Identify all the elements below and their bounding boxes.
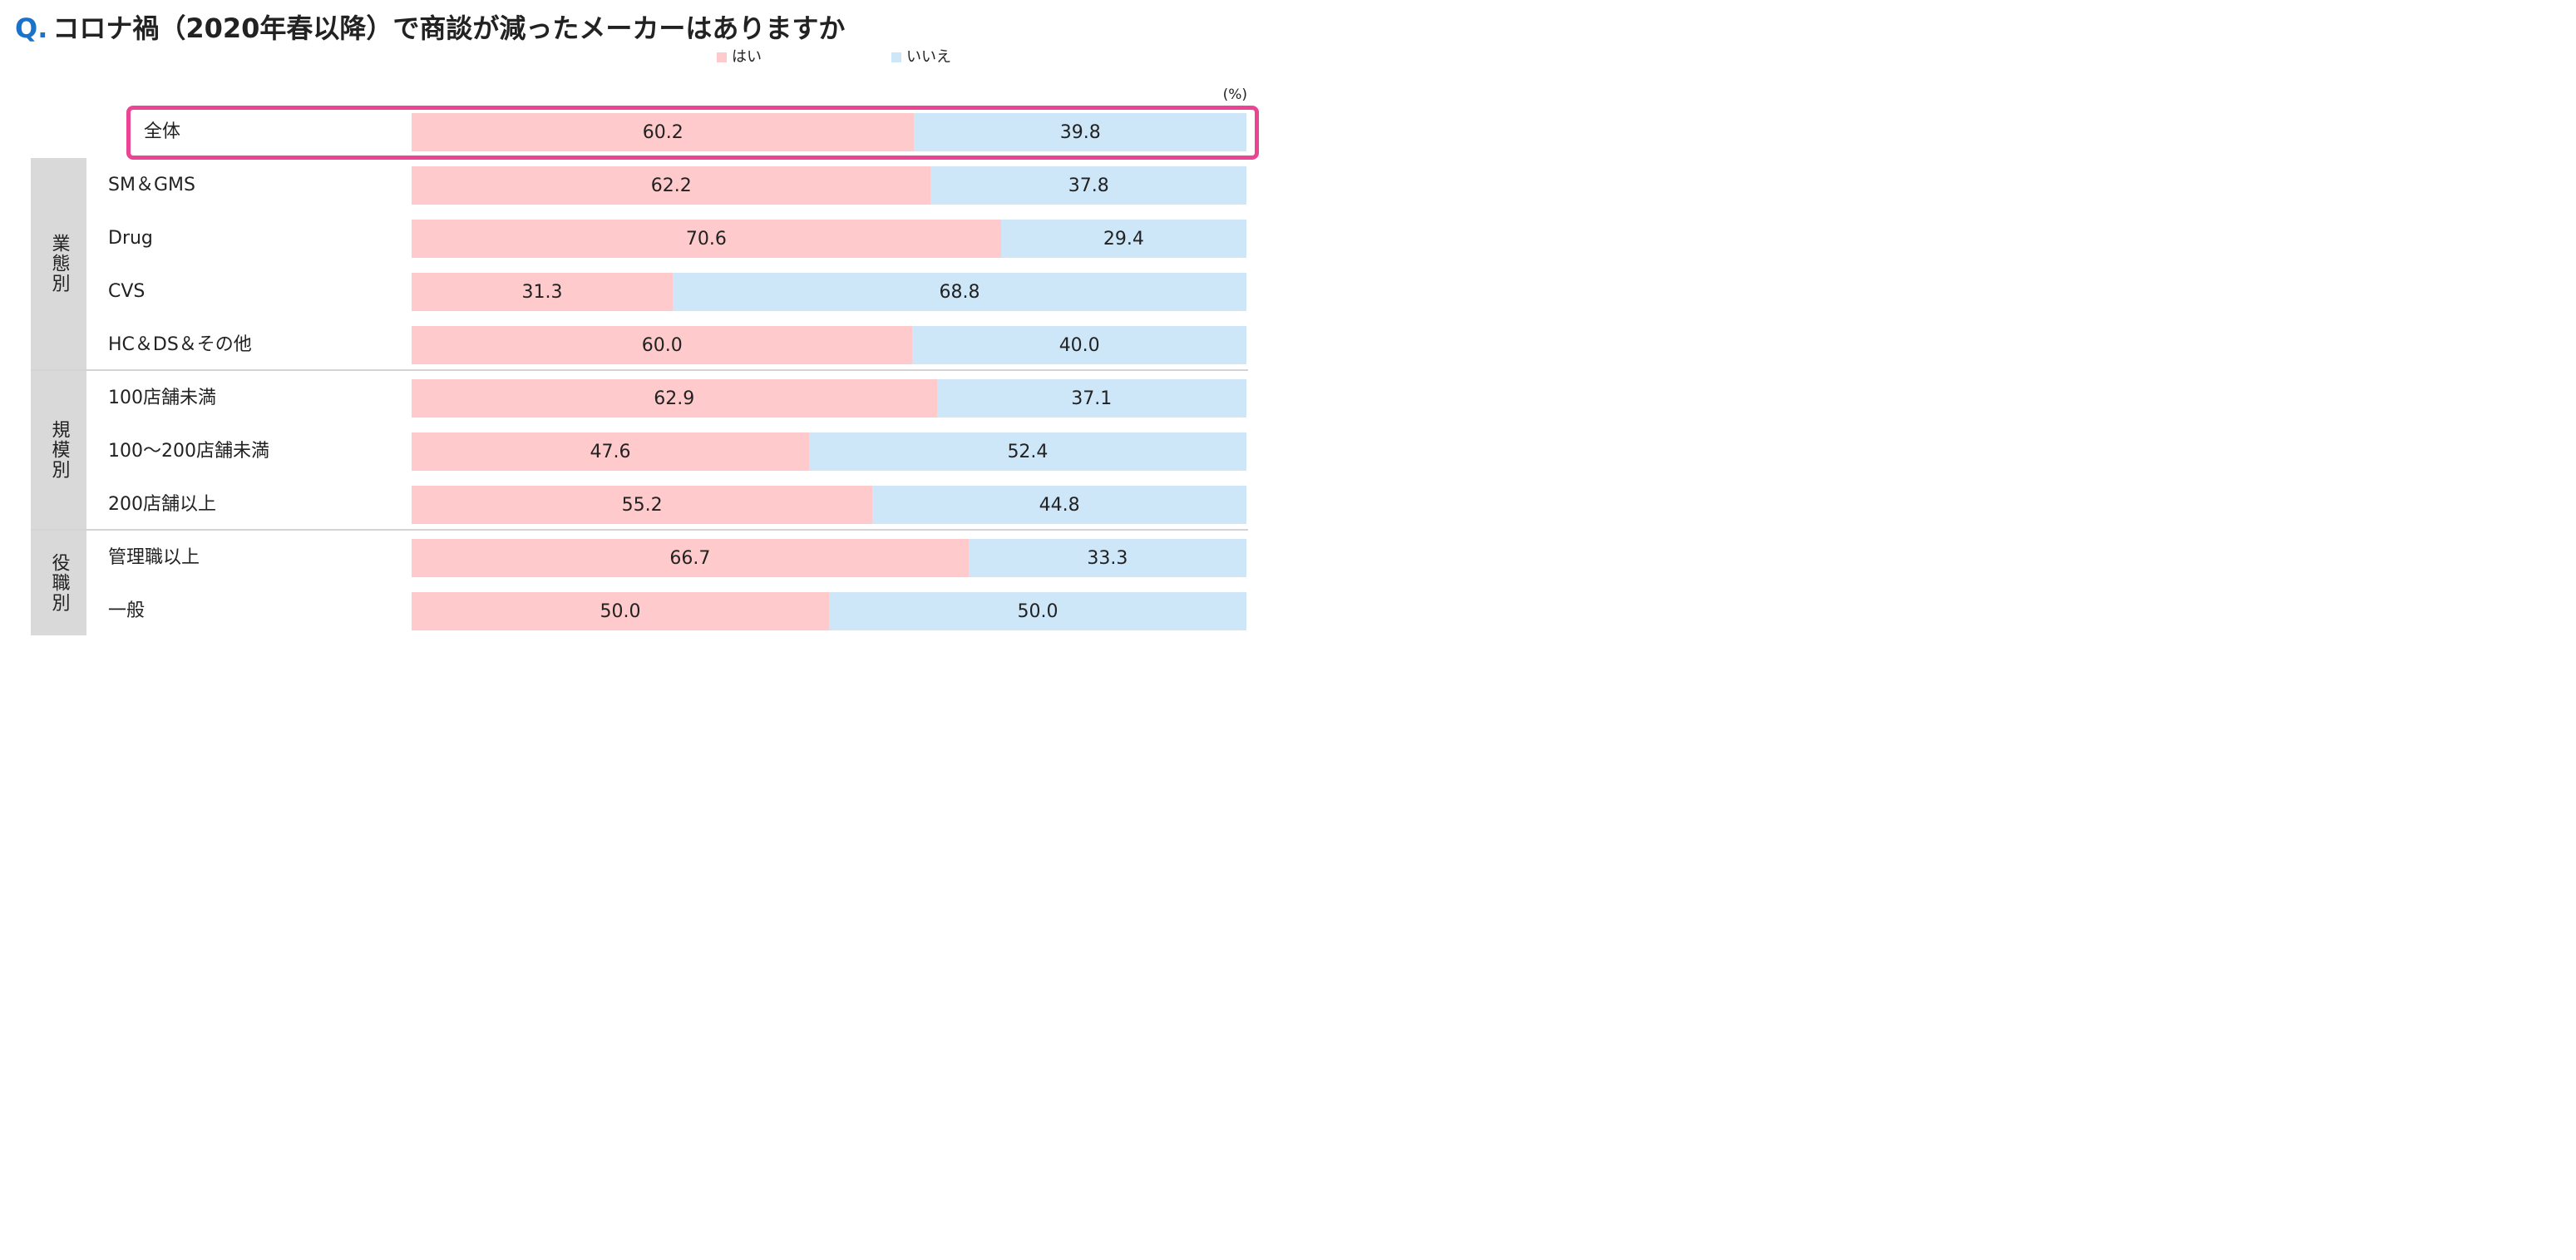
category-label: 管理職以上	[108, 547, 200, 568]
bar-segment-no: 37.1	[936, 379, 1246, 418]
data-label-yes: 66.7	[669, 547, 711, 569]
bar-row: 31.3 68.8	[412, 273, 1246, 311]
bar-segment-no: 68.8	[672, 273, 1246, 311]
bar-segment-yes: 60.0	[412, 326, 913, 364]
bar-segment-yes: 62.9	[412, 379, 937, 418]
bar-row: 62.9 37.1	[412, 379, 1246, 418]
data-label-yes: 70.6	[685, 228, 727, 250]
bar-segment-yes: 60.2	[412, 113, 915, 151]
category-label: Drug	[108, 228, 153, 249]
group-business-type: 業態別	[31, 158, 86, 369]
data-label-yes: 62.9	[654, 388, 695, 409]
group-store-scale: 規模別	[31, 371, 86, 529]
bar-segment-yes: 55.2	[412, 486, 873, 524]
legend: はい いいえ	[0, 48, 1294, 67]
category-label: 100〜200店舗未満	[108, 441, 269, 462]
data-label-yes: 60.2	[642, 121, 683, 143]
category-label: HC＆DS＆その他	[108, 334, 252, 355]
bar-row: 47.6 52.4	[412, 432, 1246, 471]
group-divider	[31, 529, 1248, 531]
bar-segment-yes: 66.7	[412, 539, 969, 577]
bar-segment-no: 44.8	[872, 486, 1246, 524]
highlight-frame-overall	[126, 106, 1259, 160]
bar-segment-yes: 50.0	[412, 592, 829, 630]
question-prefix: Q.	[15, 12, 48, 44]
data-label-no: 52.4	[1007, 441, 1049, 462]
data-label-no: 37.1	[1071, 388, 1113, 409]
bar-row: 50.0 50.0	[412, 592, 1246, 630]
data-label-no: 29.4	[1103, 228, 1144, 250]
data-label-no: 44.8	[1039, 494, 1080, 516]
category-label: CVS	[108, 281, 146, 302]
category-label: 100店舗未満	[108, 388, 216, 408]
data-label-yes: 31.3	[521, 281, 563, 303]
bar-segment-yes: 62.2	[412, 166, 931, 205]
data-label-yes: 60.0	[641, 334, 683, 356]
group-divider	[31, 369, 1248, 371]
bar-segment-no: 50.0	[829, 592, 1246, 630]
bar-segment-no: 40.0	[912, 326, 1246, 364]
unit-label: (%)	[1222, 86, 1247, 103]
legend-swatch-yes	[717, 52, 727, 62]
group-label-store-scale: 規模別	[48, 420, 70, 480]
bar-segment-no: 33.3	[968, 539, 1246, 577]
bar-segment-yes: 31.3	[412, 273, 673, 311]
bar-row: 55.2 44.8	[412, 486, 1246, 524]
data-label-no: 40.0	[1059, 334, 1100, 356]
legend-item-yes: はい	[717, 48, 762, 67]
bar-segment-no: 39.8	[914, 113, 1246, 151]
data-label-yes: 62.2	[650, 175, 692, 196]
category-label: 一般	[108, 600, 146, 621]
legend-item-no: いいえ	[891, 48, 951, 67]
category-label: 200店舗以上	[108, 494, 216, 515]
bar-row: 60.2 39.8	[412, 113, 1246, 151]
bar-row: 62.2 37.8	[412, 166, 1246, 205]
data-label-yes: 47.6	[590, 441, 631, 462]
question-text: コロナ禍（2020年春以降）で商談が減ったメーカーはありますか	[52, 12, 846, 44]
bar-segment-no: 52.4	[808, 432, 1246, 471]
data-label-yes: 55.2	[621, 494, 663, 516]
data-label-no: 50.0	[1017, 600, 1059, 622]
legend-label-yes: はい	[732, 48, 762, 66]
data-label-no: 68.8	[939, 281, 980, 303]
data-label-no: 39.8	[1059, 121, 1101, 143]
bar-segment-yes: 47.6	[412, 432, 809, 471]
group-label-position: 役職別	[48, 553, 70, 613]
data-label-yes: 50.0	[600, 600, 641, 622]
bar-segment-yes: 70.6	[412, 220, 1001, 258]
chart-title: Q. コロナ禍（2020年春以降）で商談が減ったメーカーはありますか	[15, 8, 845, 48]
bar-row: 60.0 40.0	[412, 326, 1246, 364]
legend-swatch-no	[891, 52, 901, 62]
bar-row: 66.7 33.3	[412, 539, 1246, 577]
bar-row: 70.6 29.4	[412, 220, 1246, 258]
bar-segment-no: 37.8	[930, 166, 1246, 205]
group-label-business-type: 業態別	[48, 234, 70, 294]
data-label-no: 33.3	[1087, 547, 1128, 569]
category-label: SM＆GMS	[108, 175, 195, 195]
bar-segment-no: 29.4	[1000, 220, 1246, 258]
data-label-no: 37.8	[1068, 175, 1109, 196]
legend-label-no: いいえ	[906, 48, 951, 66]
category-label: 全体	[144, 121, 181, 142]
group-position: 役職別	[31, 531, 86, 635]
